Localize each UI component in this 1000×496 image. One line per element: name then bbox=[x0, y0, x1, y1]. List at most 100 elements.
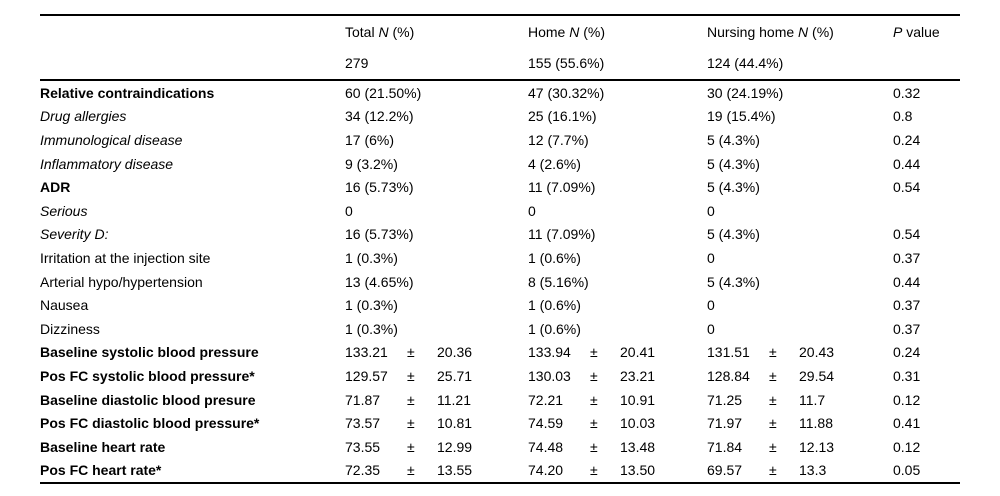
stat-mean: 72.21 bbox=[528, 391, 564, 408]
header-n-symbol: N bbox=[569, 23, 580, 40]
cell-home: 11 (7.09%) bbox=[528, 179, 596, 196]
cell-total: 60 (21.50%) bbox=[345, 84, 422, 101]
cell-nursing-home: 131.51 ±20.43 bbox=[707, 341, 893, 365]
cell-nursing-home: 5 (4.3%) bbox=[707, 131, 760, 148]
cell-total: 73.57 ±10.81 bbox=[345, 411, 528, 435]
plus-minus-sign: ± bbox=[590, 462, 598, 479]
column-header-total: Total N (%) bbox=[345, 15, 528, 48]
row-label: Irritation at the injection site bbox=[40, 249, 211, 266]
row-label: Drug allergies bbox=[40, 108, 127, 125]
plus-minus-sign: ± bbox=[590, 367, 598, 384]
table-row: Nausea 1 (0.3%) 1 (0.6%) 0 0.37 bbox=[40, 293, 960, 317]
cell-total: 1 (0.3%) bbox=[345, 320, 398, 337]
table-row: ADR 16 (5.73%) 11 (7.09%) 5 (4.3%) 0.54 bbox=[40, 175, 960, 199]
stat-mean: 133.21 bbox=[345, 344, 388, 361]
cell-total: 16 (5.73%) bbox=[345, 226, 414, 243]
stat-sd: 10.91 bbox=[620, 391, 656, 408]
cell-nursing-home: 30 (24.19%) bbox=[707, 84, 784, 101]
cell-p-value: 0.37 bbox=[893, 297, 921, 314]
cell-p-value: 0.54 bbox=[893, 179, 921, 196]
row-label: Baseline diastolic blood presure bbox=[40, 391, 256, 408]
cell-total: 1 (0.3%) bbox=[345, 249, 398, 266]
stat-sd: 20.36 bbox=[437, 344, 473, 361]
table-row: Pos FC heart rate* 72.35 ±13.55 74.20 ±13.50… bbox=[40, 459, 960, 484]
cell-total: 133.21 ±20.36 bbox=[345, 341, 528, 365]
cell-nursing-home: 19 (15.4%) bbox=[707, 108, 776, 125]
cell-p-value: 0.12 bbox=[893, 438, 921, 455]
plus-minus-sign: ± bbox=[769, 367, 777, 384]
plus-minus-sign: ± bbox=[769, 415, 777, 432]
cell-nursing-home: 5 (4.3%) bbox=[707, 226, 760, 243]
cell-total: 71.87 ±11.21 bbox=[345, 388, 528, 412]
row-label: Relative contraindications bbox=[40, 84, 215, 101]
cell-total: 1 (0.3%) bbox=[345, 297, 398, 314]
cell-home: 11 (7.09%) bbox=[528, 226, 596, 243]
cell-p-value: 0.41 bbox=[893, 415, 921, 432]
stat-mean: 69.57 bbox=[707, 462, 743, 479]
plus-minus-sign: ± bbox=[590, 415, 598, 432]
stat-mean: 71.84 bbox=[707, 438, 743, 455]
stat-mean: 71.25 bbox=[707, 391, 743, 408]
row-label: Baseline systolic blood pressure bbox=[40, 344, 259, 361]
cell-total: 34 (12.2%) bbox=[345, 108, 414, 125]
stat-mean: 72.35 bbox=[345, 462, 381, 479]
cell-p-value: 0.31 bbox=[893, 367, 921, 384]
table-row: Inflammatory disease 9 (3.2%) 4 (2.6%) 5 (4… bbox=[40, 152, 960, 176]
stat-mean: 73.57 bbox=[345, 415, 381, 432]
header-row: Total N (%) Home N (%) Nursing home N (%… bbox=[40, 15, 960, 48]
stat-sd: 11.88 bbox=[799, 415, 833, 432]
cell-home: 12 (7.7%) bbox=[528, 131, 589, 148]
row-label: Baseline heart rate bbox=[40, 438, 166, 455]
cell-nursing-home: 69.57 ±13.3 bbox=[707, 459, 893, 484]
table-row: Irritation at the injection site 1 (0.3%)… bbox=[40, 246, 960, 270]
table-row: Baseline diastolic blood presure 71.87 ±11… bbox=[40, 388, 960, 412]
cell-home: 1 (0.6%) bbox=[528, 320, 581, 337]
row-label: Serious bbox=[40, 202, 88, 219]
cell-p-value: 0.24 bbox=[893, 131, 921, 148]
cell-total: 16 (5.73%) bbox=[345, 179, 414, 196]
stat-sd: 13.48 bbox=[620, 438, 656, 455]
cell-home: 74.48 ±13.48 bbox=[528, 435, 707, 459]
header-n-symbol: N bbox=[798, 23, 809, 40]
header-p-symbol: P bbox=[893, 23, 903, 40]
cell-home: 47 (30.32%) bbox=[528, 84, 605, 101]
cell-nursing-home: 5 (4.3%) bbox=[707, 273, 760, 290]
table-row: Severity D: 16 (5.73%) 11 (7.09%) 5 (4.3%) 0… bbox=[40, 223, 960, 247]
cell-p-value: 0.44 bbox=[893, 273, 921, 290]
cell-p-value: 0.8 bbox=[893, 108, 913, 125]
plus-minus-sign: ± bbox=[407, 415, 415, 432]
cell-total: 0 bbox=[345, 202, 353, 219]
cell-total: 72.35 ±13.55 bbox=[345, 459, 528, 484]
row-label: Pos FC heart rate* bbox=[40, 462, 162, 479]
cell-total: 17 (6%) bbox=[345, 131, 395, 148]
cell-home: 133.94 ±20.41 bbox=[528, 341, 707, 365]
stat-mean: 129.57 bbox=[345, 367, 388, 384]
cell-home: 25 (16.1%) bbox=[528, 108, 597, 125]
header-text: Total bbox=[345, 23, 379, 40]
stat-mean: 131.51 bbox=[707, 344, 750, 361]
subheader-home-n: 155 (55.6%) bbox=[528, 47, 707, 81]
column-header-p-value: P value bbox=[893, 15, 960, 48]
stat-mean: 71.87 bbox=[345, 391, 381, 408]
table-row: Baseline systolic blood pressure 133.21 ±2… bbox=[40, 341, 960, 365]
plus-minus-sign: ± bbox=[769, 462, 777, 479]
header-text: Home bbox=[528, 23, 570, 40]
cell-p-value: 0.54 bbox=[893, 226, 921, 243]
subheader-p-empty bbox=[893, 47, 960, 81]
cell-p-value: 0.24 bbox=[893, 344, 921, 361]
cell-nursing-home: 0 bbox=[707, 249, 715, 266]
cell-p-value: 0.37 bbox=[893, 249, 921, 266]
table-row: Pos FC diastolic blood pressure* 73.57 ±10… bbox=[40, 411, 960, 435]
table-row: Relative contraindications 60 (21.50%) 47 … bbox=[40, 80, 960, 105]
cell-nursing-home: 71.84 ±12.13 bbox=[707, 435, 893, 459]
plus-minus-sign: ± bbox=[769, 438, 777, 455]
row-label: Arterial hypo/hypertension bbox=[40, 273, 203, 290]
subheader-empty bbox=[40, 47, 345, 81]
table-row: Serious 0 0 0 bbox=[40, 199, 960, 223]
table-row: Arterial hypo/hypertension 13 (4.65%) 8 (5… bbox=[40, 270, 960, 294]
subheader-total-n: 279 bbox=[345, 47, 528, 81]
row-label: Dizziness bbox=[40, 320, 100, 337]
cell-nursing-home: 5 (4.3%) bbox=[707, 155, 760, 172]
cell-nursing-home: 5 (4.3%) bbox=[707, 179, 760, 196]
